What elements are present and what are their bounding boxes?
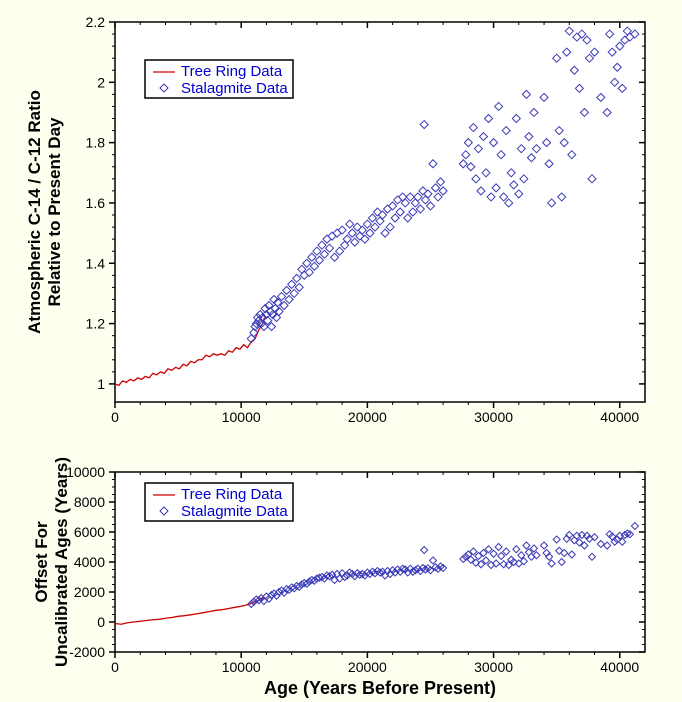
y-axis-label-1: Offset For xyxy=(32,521,51,603)
svg-text:40000: 40000 xyxy=(600,659,639,675)
svg-text:20000: 20000 xyxy=(348,659,387,675)
svg-text:0: 0 xyxy=(111,409,119,425)
y-axis-label-2: Relative to Present Day xyxy=(45,117,64,307)
svg-text:1.2: 1.2 xyxy=(86,316,106,332)
svg-text:0: 0 xyxy=(111,659,119,675)
svg-text:20000: 20000 xyxy=(348,409,387,425)
svg-text:2000: 2000 xyxy=(74,584,105,600)
y-axis-label-1: Atmospheric C-14 / C-12 Ratio xyxy=(25,90,44,334)
x-axis-label: Age (Years Before Present) xyxy=(264,678,496,698)
svg-text:4000: 4000 xyxy=(74,554,105,570)
legend-item-2: Stalagmite Data xyxy=(181,80,288,97)
legend-item-1: Tree Ring Data xyxy=(181,63,283,80)
legend-item-1: Tree Ring Data xyxy=(181,486,283,503)
chart-svg: 01000020000300004000011.21.41.61.822.2At… xyxy=(0,0,682,702)
svg-text:30000: 30000 xyxy=(474,659,513,675)
svg-text:0: 0 xyxy=(97,614,105,630)
svg-text:1.4: 1.4 xyxy=(86,255,106,271)
svg-text:8000: 8000 xyxy=(74,494,105,510)
svg-text:1.8: 1.8 xyxy=(86,135,106,151)
svg-text:1: 1 xyxy=(97,376,105,392)
svg-text:1.6: 1.6 xyxy=(86,195,106,211)
legend-item-2: Stalagmite Data xyxy=(181,503,288,520)
chart-container: 01000020000300004000011.21.41.61.822.2At… xyxy=(0,0,682,702)
svg-text:10000: 10000 xyxy=(222,659,261,675)
y-axis-label-2: Uncalibrated Ages (Years) xyxy=(52,457,71,667)
svg-text:2.2: 2.2 xyxy=(86,14,106,30)
svg-text:-2000: -2000 xyxy=(69,644,105,660)
svg-text:6000: 6000 xyxy=(74,524,105,540)
svg-text:10000: 10000 xyxy=(66,464,105,480)
svg-text:10000: 10000 xyxy=(222,409,261,425)
svg-text:30000: 30000 xyxy=(474,409,513,425)
svg-text:2: 2 xyxy=(97,74,105,90)
svg-text:40000: 40000 xyxy=(600,409,639,425)
